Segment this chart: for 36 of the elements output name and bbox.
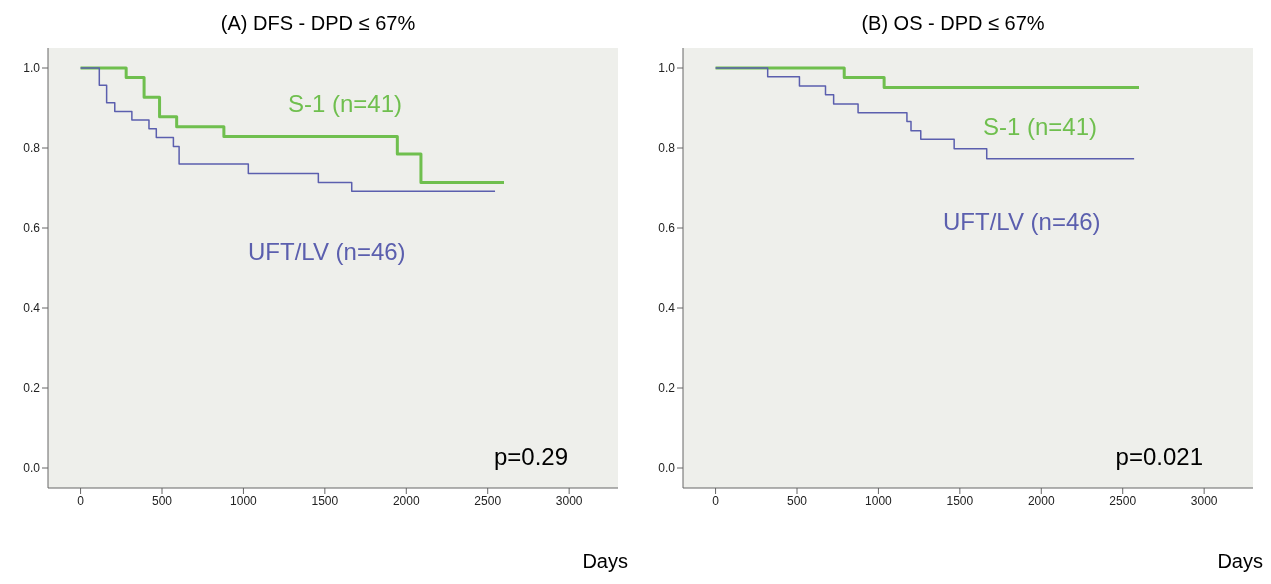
chart-title: (B) OS - DPD ≤ 67% [860, 11, 1046, 36]
y-tick-label: 0.6 [658, 221, 676, 236]
y-tick-label: 0.4 [23, 301, 41, 316]
text: UFT/LV (n=46) [943, 208, 1101, 236]
annotation: p=0.021 [1115, 443, 1203, 471]
x-tick-label: 500 [151, 493, 173, 508]
y-tick-label: 0.8 [23, 141, 41, 156]
y-tick-label: 0.2 [658, 381, 676, 396]
y-tick-label: 0.6 [23, 221, 41, 236]
x-tick-label: 2000 [1027, 493, 1055, 508]
annotation: p=0.29 [493, 443, 568, 471]
x-tick-label: 2500 [1109, 493, 1137, 508]
y-tick-label: 0.0 [658, 461, 676, 476]
x-tick-label: 500 [786, 493, 808, 508]
y-tick-label: 0.0 [23, 461, 41, 476]
y-tick-label: 0.4 [658, 301, 676, 316]
x-axis-title: Days [1217, 550, 1263, 573]
series-label: UFT/LV (n=46) [248, 238, 406, 266]
y-tick-label: 1.0 [658, 61, 676, 76]
x-tick-label: 1500 [946, 493, 974, 508]
x-tick-label: 3000 [1190, 493, 1218, 508]
x-tick-label: 1500 [311, 493, 339, 508]
series-label: S-1 (n=41) [983, 113, 1098, 141]
series-label: S-1 (n=41) [288, 90, 403, 118]
x-tick-label: 1000 [230, 493, 258, 508]
x-tick-label: 2000 [392, 493, 420, 508]
x-tick-label: 0 [712, 493, 720, 508]
x-tick-label: 1000 [865, 493, 893, 508]
y-tick-label: 0.8 [658, 141, 676, 156]
y-tick-label: 0.2 [23, 381, 41, 396]
x-tick-label: 2500 [474, 493, 502, 508]
x-axis-title: Days [582, 550, 628, 573]
chart-title: (A) DFS - DPD ≤ 67% [219, 11, 417, 36]
x-tick-label: 0 [77, 493, 85, 508]
x-tick-label: 3000 [555, 493, 583, 508]
y-tick-label: 1.0 [23, 61, 41, 76]
